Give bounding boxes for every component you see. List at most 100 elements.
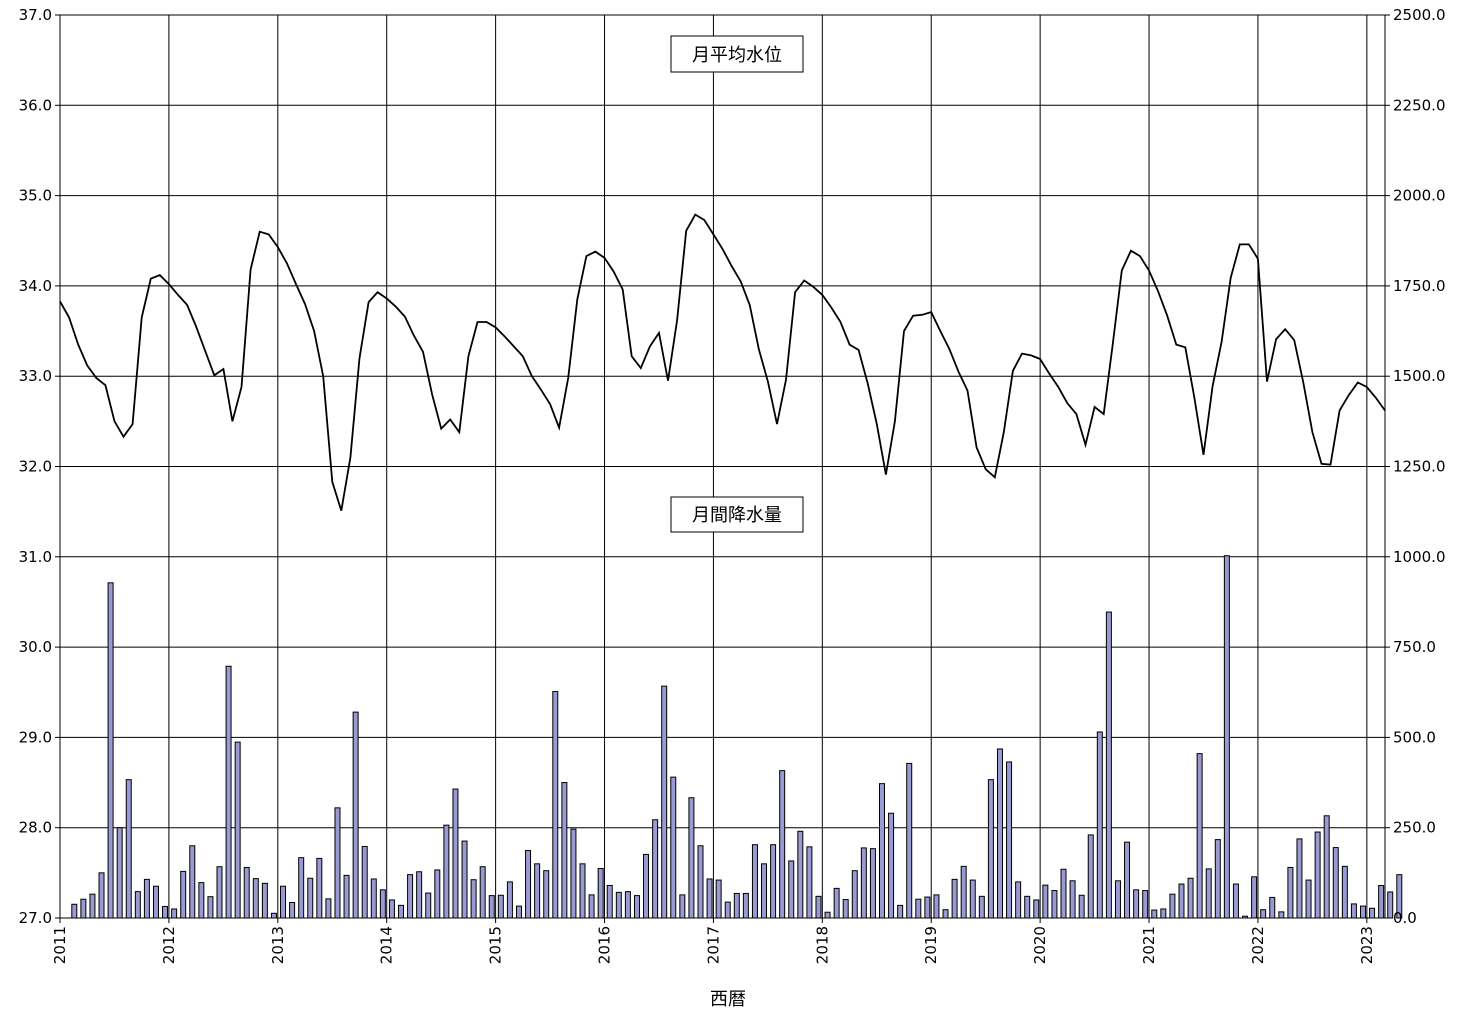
precip-bar xyxy=(643,853,650,919)
precip-bar xyxy=(1387,891,1394,919)
precip-bar xyxy=(243,866,250,919)
precip-bar xyxy=(1060,868,1067,919)
precip-bar xyxy=(579,863,586,919)
precip-bar xyxy=(370,878,377,919)
x-tick-label: 2020 xyxy=(1031,926,1049,964)
precip-bar xyxy=(234,741,241,919)
precip-bar xyxy=(1096,731,1103,919)
precip-bar xyxy=(261,882,268,919)
precip-bar xyxy=(207,896,214,919)
precip-bar xyxy=(888,812,895,919)
precip-bar xyxy=(597,868,604,919)
precip-bar xyxy=(225,665,232,919)
x-axis-label: 西暦 xyxy=(710,989,746,1010)
precip-bar xyxy=(134,891,141,919)
precip-bar xyxy=(797,830,804,919)
precip-bar xyxy=(152,885,159,919)
precip-bar xyxy=(915,898,922,919)
precip-bar xyxy=(361,845,368,919)
precip-bar xyxy=(289,901,296,919)
precip-bar xyxy=(924,896,931,919)
left-tick-label: 31.0 xyxy=(19,548,52,566)
precip-bar xyxy=(869,848,876,919)
precip-bar xyxy=(252,878,259,919)
right-tick-label: 250.0 xyxy=(1393,819,1436,837)
x-tick-label: 2019 xyxy=(922,926,940,964)
annotation-water-level: 月平均水位 xyxy=(670,35,804,73)
precip-bar xyxy=(688,797,695,919)
precip-bar xyxy=(1124,841,1131,919)
precip-bar xyxy=(162,905,169,919)
left-tick-label: 33.0 xyxy=(19,367,52,385)
precip-bar xyxy=(906,762,913,919)
precip-bar xyxy=(298,857,305,919)
precip-bar xyxy=(724,901,731,919)
precip-bar xyxy=(1133,889,1140,919)
precip-bar xyxy=(1305,879,1312,919)
precip-bar xyxy=(1323,815,1330,919)
precip-bar xyxy=(1114,880,1121,919)
precip-bar xyxy=(388,899,395,919)
x-tick-label: 2022 xyxy=(1249,926,1267,964)
precip-bar xyxy=(770,844,777,919)
precip-bar xyxy=(325,898,332,919)
precip-bar xyxy=(1024,895,1031,919)
precip-bar xyxy=(1314,831,1321,919)
precip-bar xyxy=(497,894,504,919)
precip-bar xyxy=(334,807,341,919)
left-tick-label: 28.0 xyxy=(19,819,52,837)
precip-bar xyxy=(1142,890,1149,919)
precip-bar xyxy=(879,783,885,919)
precip-bar xyxy=(733,892,740,919)
precip-bar xyxy=(171,908,178,919)
left-tick-label: 29.0 xyxy=(19,728,52,746)
precip-bar xyxy=(534,863,541,919)
x-tick-label: 2012 xyxy=(160,926,178,964)
left-tick-label: 35.0 xyxy=(19,187,52,205)
x-tick-label: 2021 xyxy=(1140,926,1158,964)
right-tick-label: 1500.0 xyxy=(1393,367,1446,385)
precip-bar xyxy=(824,911,831,919)
precip-bar xyxy=(661,685,668,919)
precip-bar xyxy=(352,711,359,919)
precip-bar xyxy=(951,878,958,919)
precip-bar xyxy=(71,903,78,919)
precip-bar xyxy=(851,870,858,919)
precip-bar xyxy=(1287,866,1294,919)
right-tick-label: 750.0 xyxy=(1393,638,1436,656)
precip-bar xyxy=(942,909,949,919)
precip-bar xyxy=(280,885,287,919)
precip-bar xyxy=(570,828,577,919)
precip-bar xyxy=(679,894,686,919)
precip-bar xyxy=(525,849,532,919)
precip-bar xyxy=(180,870,187,919)
precip-bar xyxy=(1069,880,1076,919)
precip-bar xyxy=(815,895,822,919)
precip-bar xyxy=(1178,883,1185,919)
left-tick-label: 27.0 xyxy=(19,909,52,927)
precip-bar xyxy=(416,871,423,919)
x-tick-label: 2017 xyxy=(704,926,722,964)
precip-bar xyxy=(1341,865,1348,919)
precip-bar xyxy=(1205,868,1212,919)
precip-bar xyxy=(897,904,904,919)
precip-bar xyxy=(1078,894,1085,919)
precip-bar xyxy=(434,869,441,919)
left-tick-label: 36.0 xyxy=(19,96,52,114)
right-tick-label: 500.0 xyxy=(1393,728,1436,746)
left-tick-label: 32.0 xyxy=(19,458,52,476)
annotation-precipitation: 月間降水量 xyxy=(670,496,804,533)
water-level-line xyxy=(59,213,1386,511)
precip-bar xyxy=(1051,890,1058,919)
precip-bar xyxy=(1278,911,1285,919)
precip-bar xyxy=(1015,881,1022,919)
precip-bar xyxy=(969,879,976,919)
left-axis-ticks: 27.0 28.0 29.0 30.0 31.0 32.0 33.0 34.0 35.0 36.0… xyxy=(19,6,60,927)
right-tick-label: 2500.0 xyxy=(1393,6,1446,24)
precip-bar xyxy=(1223,555,1230,919)
precip-bar xyxy=(715,879,722,919)
precip-bar xyxy=(933,894,940,919)
precip-bar xyxy=(833,887,840,919)
precip-bar xyxy=(470,879,477,919)
precip-bar xyxy=(316,857,323,919)
